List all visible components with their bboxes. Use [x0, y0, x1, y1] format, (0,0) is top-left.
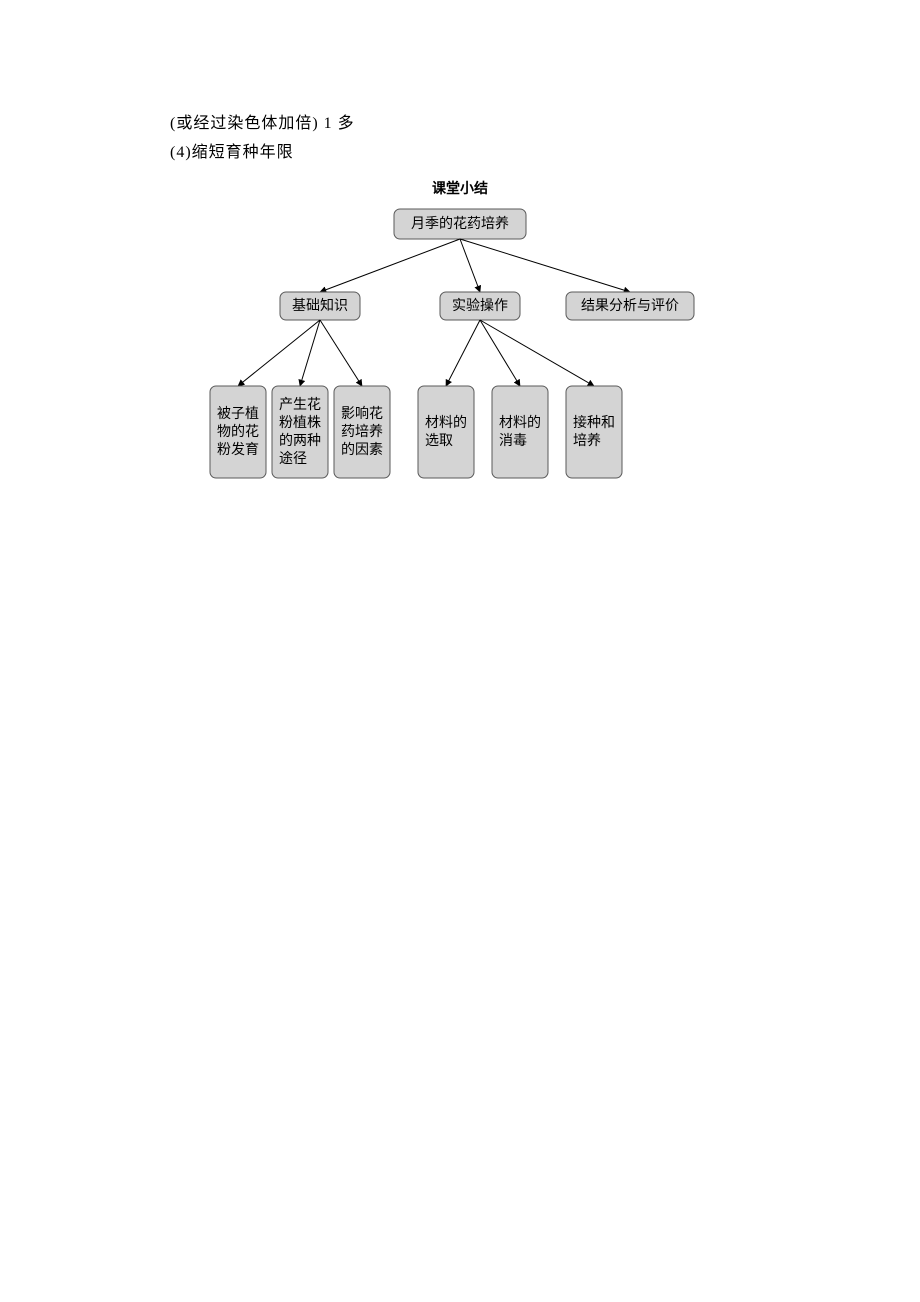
edge-root-2: [460, 239, 630, 292]
level3-label-2: 影响花药培养的因素: [341, 406, 383, 458]
level3-node-3: [418, 386, 474, 478]
edge-root-0: [320, 239, 460, 292]
edge-l2-4: [480, 320, 520, 386]
level3-node-4: [492, 386, 548, 478]
diagram-container: 课堂小结 月季的花药培养基础知识实验操作结果分析与评价被子植物的花粉发育产生花粉…: [200, 178, 720, 496]
edge-l2-3: [446, 320, 480, 386]
level2-label-2: 结果分析与评价: [581, 298, 679, 314]
text-line-2: (4)缩短育种年限: [170, 139, 750, 168]
level2-label-1: 实验操作: [452, 298, 508, 314]
level2-label-0: 基础知识: [292, 297, 348, 314]
text-line-1: (或经过染色体加倍) 1 多: [170, 110, 750, 139]
edge-l2-1: [300, 320, 320, 386]
tree-diagram: 月季的花药培养基础知识实验操作结果分析与评价被子植物的花粉发育产生花粉植株的两种…: [200, 206, 720, 496]
level3-label-0: 被子植物的花粉发育: [217, 406, 259, 458]
edge-l2-5: [480, 320, 594, 386]
diagram-title: 课堂小结: [200, 178, 720, 198]
edge-l2-0: [238, 320, 320, 386]
edge-l2-2: [320, 320, 362, 386]
root-label: 月季的花药培养: [411, 216, 509, 232]
page-content: (或经过染色体加倍) 1 多 (4)缩短育种年限 课堂小结 月季的花药培养基础知…: [0, 0, 920, 496]
edge-root-1: [460, 239, 480, 292]
level3-node-5: [566, 386, 622, 478]
